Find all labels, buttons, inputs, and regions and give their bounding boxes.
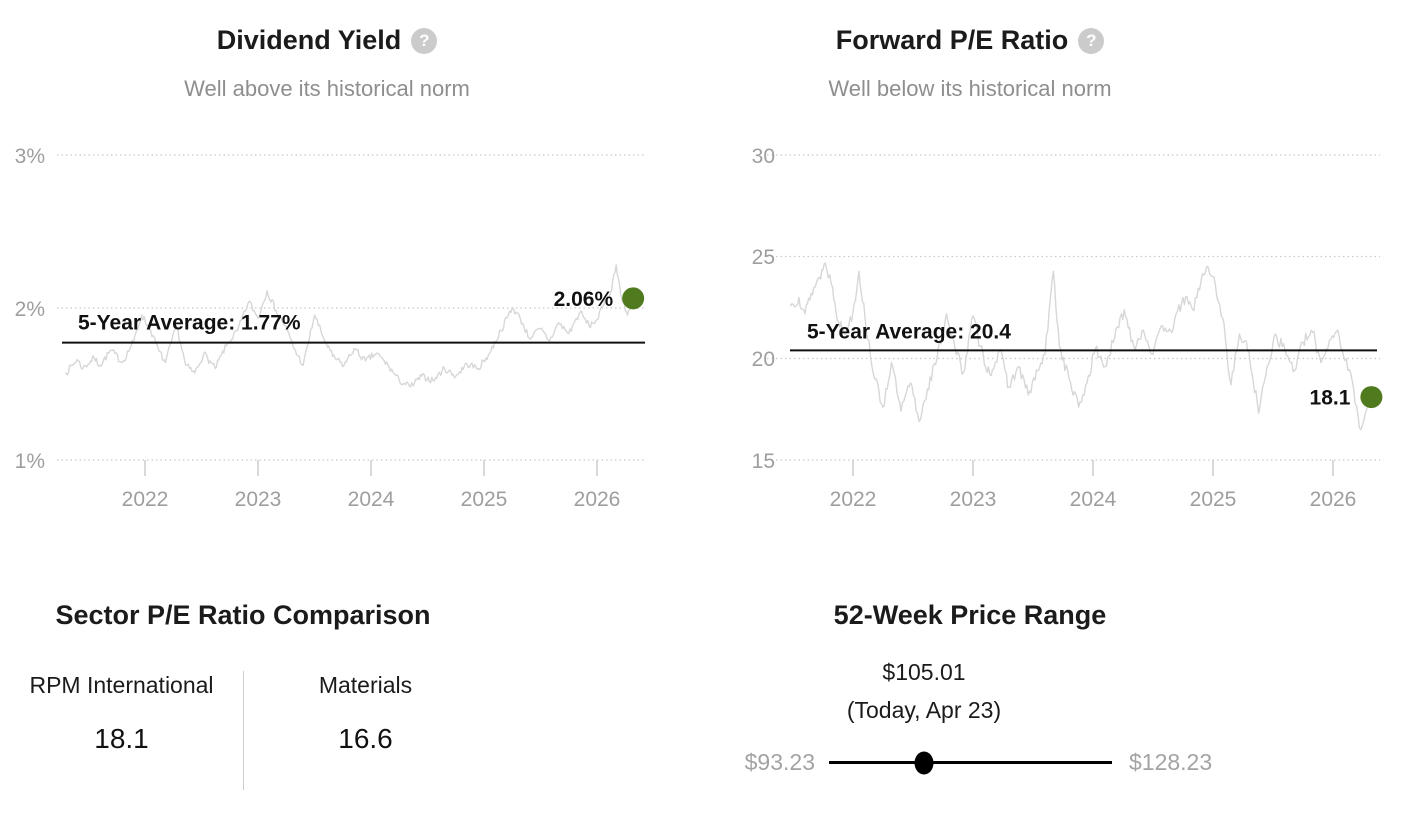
sector-pe-value: 16.6 <box>338 723 393 754</box>
dividend-yield-panel: Dividend Yield? Well above its historica… <box>0 0 707 570</box>
range-high-label: $128.23 <box>1129 749 1213 775</box>
sector-pe-sector-column: Materials 16.6 <box>244 671 487 790</box>
sector-pe-columns: RPM International 18.1 Materials 16.6 <box>0 671 487 790</box>
x-tick-label: 2024 <box>348 488 395 511</box>
forward-pe-title: Forward P/E Ratio? <box>707 22 1233 58</box>
forward-pe-title-text: Forward P/E Ratio <box>835 25 1069 55</box>
y-tick-label: 1% <box>15 450 45 473</box>
bottom-row: Sector P/E Ratio Comparison RPM Internat… <box>0 570 1414 830</box>
forward-pe-current-label: 18.1 <box>1310 387 1351 410</box>
x-tick-label: 2022 <box>830 488 877 511</box>
forward-pe-panel: Forward P/E Ratio? Well below its histor… <box>707 0 1414 570</box>
company-pe-value: 18.1 <box>94 723 149 754</box>
sector-pe-title: Sector P/E Ratio Comparison <box>55 600 431 630</box>
forward-pe-current-dot <box>1360 386 1383 409</box>
sector-pe-company-column: RPM International 18.1 <box>0 671 244 790</box>
price-range-track <box>829 751 1112 774</box>
dividend-yield-chart: 3% 2% 1% 2022 2023 2024 2025 2026 5-Year… <box>15 145 645 511</box>
sector-pe-panel: Sector P/E Ratio Comparison RPM Internat… <box>0 570 707 830</box>
dividend-yield-average-label: 5-Year Average: 1.77% <box>78 312 301 335</box>
price-range-panel: 52-Week Price Range $105.01 (Today, Apr … <box>707 570 1414 830</box>
help-icon[interactable]: ? <box>1078 28 1105 54</box>
forward-pe-subtitle: Well below its historical norm <box>828 76 1112 101</box>
y-tick-label: 25 <box>752 246 775 269</box>
x-tick-label: 2024 <box>1070 488 1117 511</box>
forward-pe-series <box>789 262 1373 431</box>
company-name: RPM International <box>29 672 214 698</box>
sector-name: Materials <box>318 672 413 698</box>
y-tick-label: 15 <box>752 450 775 473</box>
y-tick-label: 3% <box>15 145 45 168</box>
dividend-yield-current-label: 2.06% <box>554 288 614 311</box>
price-range-thumb <box>914 751 934 774</box>
forward-pe-header: Forward P/E Ratio? Well below its histor… <box>707 22 1233 104</box>
price-range-slider: $93.23 $128.23 <box>707 749 1414 776</box>
dividend-yield-series <box>65 264 634 388</box>
price-range-title: 52-Week Price Range <box>833 600 1107 630</box>
forward-pe-average-label: 5-Year Average: 20.4 <box>807 320 1011 343</box>
x-tick-label: 2025 <box>1190 488 1237 511</box>
forward-pe-chart: 30 25 20 15 2022 2023 2024 2025 2026 5-Y… <box>752 145 1383 511</box>
range-low-label: $93.23 <box>744 749 815 775</box>
current-price: $105.01 <box>882 659 966 685</box>
current-price-caption: (Today, Apr 23) <box>846 697 1002 723</box>
x-tick-label: 2026 <box>574 488 621 511</box>
x-tick-label: 2022 <box>122 488 169 511</box>
dividend-yield-title-text: Dividend Yield <box>216 25 402 55</box>
x-tick-label: 2023 <box>235 488 282 511</box>
x-tick-label: 2026 <box>1310 488 1357 511</box>
question-mark-glyph: ? <box>419 31 430 50</box>
x-tick-label: 2025 <box>461 488 508 511</box>
x-tick-label: 2023 <box>950 488 997 511</box>
dividend-yield-header: Dividend Yield? Well above its historica… <box>0 22 654 104</box>
top-row: Dividend Yield? Well above its historica… <box>0 0 1414 570</box>
y-tick-label: 2% <box>15 298 45 321</box>
y-tick-label: 20 <box>752 348 775 371</box>
dividend-yield-subtitle: Well above its historical norm <box>184 76 470 101</box>
dividend-yield-title: Dividend Yield? <box>0 22 654 58</box>
dividend-yield-current-dot <box>622 287 645 310</box>
help-icon[interactable]: ? <box>411 28 438 54</box>
question-mark-glyph: ? <box>1086 31 1097 50</box>
current-price-block: $105.01 (Today, Apr 23) <box>707 657 1141 725</box>
y-tick-label: 30 <box>752 145 775 168</box>
